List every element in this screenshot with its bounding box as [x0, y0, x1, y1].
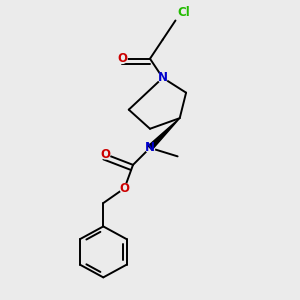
- Text: N: N: [145, 141, 155, 154]
- Text: O: O: [119, 182, 130, 195]
- Circle shape: [120, 184, 129, 193]
- Circle shape: [118, 54, 127, 63]
- Circle shape: [158, 73, 167, 83]
- Text: Cl: Cl: [178, 6, 190, 20]
- Text: O: O: [117, 52, 128, 65]
- Text: O: O: [100, 148, 110, 161]
- Polygon shape: [148, 118, 180, 150]
- Text: N: N: [158, 71, 168, 84]
- Circle shape: [101, 150, 110, 159]
- Circle shape: [145, 143, 155, 152]
